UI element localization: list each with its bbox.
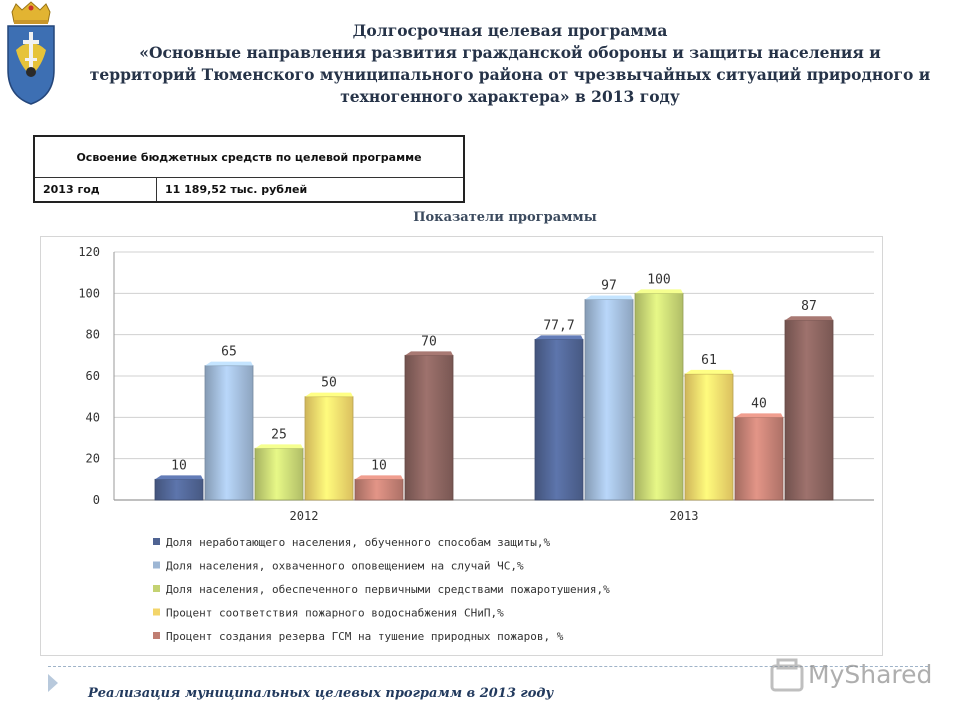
budget-table: Освоение бюджетных средств по целевой пр… — [33, 135, 465, 203]
legend-label: Процент создания резерва ГСМ на тушение … — [166, 630, 564, 643]
budget-amount: 11 189,52 тыс. рублей — [156, 177, 465, 203]
legend-swatch — [153, 608, 160, 616]
bar-top — [155, 475, 203, 480]
title-line: техногенного характера» в 2013 году — [340, 87, 680, 106]
bar — [304, 396, 354, 501]
bar-top — [635, 289, 683, 294]
legend-swatch — [153, 632, 160, 639]
bar-top — [405, 351, 453, 356]
title-line: Долгосрочная целевая программа — [352, 21, 668, 40]
legend-label: Процент соответствия пожарного водоснабж… — [166, 607, 504, 620]
data-label: 70 — [421, 334, 437, 349]
page-title: Долгосрочная целевая программа «Основные… — [60, 20, 960, 108]
legend-swatch — [153, 561, 160, 569]
data-label: 25 — [271, 427, 287, 442]
bar-top — [305, 392, 353, 397]
x-tick-label: 2012 — [290, 509, 319, 523]
title-line: «Основные направления развития гражданск… — [139, 43, 881, 62]
bar-top — [205, 361, 253, 366]
bar — [734, 416, 784, 501]
footer-divider — [48, 666, 928, 667]
bar-top — [685, 369, 733, 374]
data-label: 87 — [801, 299, 817, 314]
legend-label: Доля неработающего населения, обученного… — [166, 536, 550, 549]
budget-year: 2013 год — [33, 177, 157, 203]
bar-top — [785, 316, 833, 321]
legend-swatch — [153, 585, 160, 592]
footer-text: Реализация муниципальных целевых програм… — [88, 686, 554, 701]
data-label: 100 — [647, 272, 670, 287]
bar — [534, 339, 584, 501]
y-tick-label: 60 — [86, 369, 100, 383]
data-label: 10 — [371, 458, 387, 473]
legend-label: Доля населения, обеспеченного первичными… — [166, 583, 610, 596]
y-tick-label: 20 — [86, 452, 100, 466]
watermark-logo-icon — [770, 658, 804, 692]
x-tick-label: 2013 — [670, 509, 699, 523]
bar-top — [255, 444, 303, 449]
title-line: территорий Тюменского муниципального рай… — [89, 65, 931, 84]
y-tick-label: 120 — [78, 245, 100, 259]
data-label: 50 — [321, 376, 337, 391]
bar — [404, 354, 454, 501]
bar-top — [585, 295, 633, 300]
chart-subtitle: Показатели программы — [413, 210, 597, 225]
data-label: 65 — [221, 345, 237, 360]
watermark-text: MyShared — [808, 660, 933, 689]
y-tick-label: 80 — [86, 328, 100, 342]
legend-swatch — [153, 538, 160, 545]
data-label: 61 — [701, 353, 717, 368]
bar-top — [535, 335, 583, 340]
bar-chart: 0 20 40 60 80 100 120 10 65 25 50 10 70 2012 77,7 97 100… — [78, 245, 874, 643]
bar — [154, 478, 204, 501]
data-label: 77,7 — [543, 318, 574, 333]
legend-label: Доля населения, охваченного оповещением … — [166, 560, 524, 573]
bar — [254, 447, 304, 501]
bar — [684, 373, 734, 501]
bar-top — [355, 475, 403, 480]
bar — [584, 299, 634, 501]
bar — [204, 365, 254, 501]
y-tick-label: 40 — [86, 410, 100, 424]
bar-top — [735, 413, 783, 418]
bullet-arrow-icon — [48, 674, 58, 692]
bar — [634, 292, 684, 501]
data-label: 10 — [171, 458, 187, 473]
data-label: 97 — [601, 279, 617, 294]
budget-header: Освоение бюджетных средств по целевой пр… — [33, 135, 465, 178]
y-tick-label: 100 — [78, 286, 100, 300]
bar — [354, 478, 404, 501]
coat-of-arms-icon — [7, 1, 55, 105]
y-tick-label: 0 — [93, 493, 100, 507]
data-label: 40 — [751, 396, 767, 411]
bar — [784, 319, 834, 501]
